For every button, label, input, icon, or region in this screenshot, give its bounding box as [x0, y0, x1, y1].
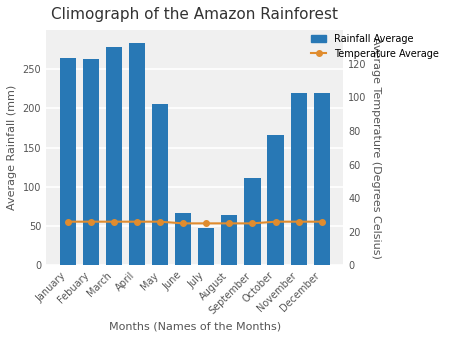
Bar — [60, 57, 76, 265]
Bar — [314, 93, 330, 265]
X-axis label: Months (Names of the Months): Months (Names of the Months) — [109, 321, 281, 331]
Bar — [198, 228, 214, 265]
Bar — [244, 177, 261, 265]
Bar — [106, 47, 122, 265]
Bar — [82, 59, 99, 265]
Bar — [175, 213, 191, 265]
Bar — [291, 93, 307, 265]
Legend: Rainfall Average, Temperature Average: Rainfall Average, Temperature Average — [308, 30, 443, 63]
Y-axis label: Average Temperature (Degrees Celsius): Average Temperature (Degrees Celsius) — [371, 37, 381, 259]
Y-axis label: Average Rainfall (mm): Average Rainfall (mm) — [7, 85, 17, 210]
Bar — [221, 215, 237, 265]
Bar — [129, 43, 145, 265]
Bar — [267, 135, 283, 265]
Bar — [152, 104, 168, 265]
Title: Climograph of the Amazon Rainforest: Climograph of the Amazon Rainforest — [51, 7, 338, 22]
